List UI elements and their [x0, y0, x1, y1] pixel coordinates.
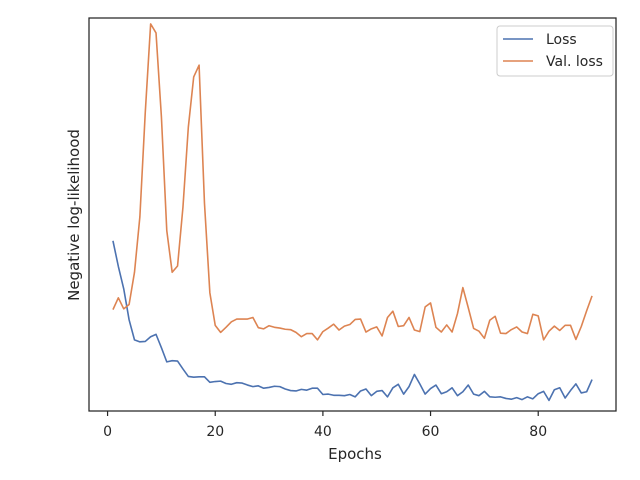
series-lines	[112, 23, 593, 402]
x-tick-label: 80	[529, 424, 547, 440]
x-tick-label: 0	[103, 424, 112, 440]
legend: Loss Val. loss	[496, 25, 614, 77]
legend-label-loss: Loss	[546, 32, 577, 48]
series-line-loss	[112, 240, 593, 402]
x-axis-ticks: 0 20 40 60 80	[103, 411, 547, 440]
x-tick-label: 60	[422, 424, 440, 440]
legend-label-val-loss: Val. loss	[546, 54, 603, 70]
y-axis-label: Negative log-likelihood	[65, 129, 83, 301]
x-tick-label: 40	[314, 424, 332, 440]
series-line-val-loss	[112, 23, 593, 341]
plot-area-frame	[88, 17, 617, 412]
x-axis-label: Epochs	[328, 445, 382, 463]
x-tick-label: 20	[206, 424, 224, 440]
